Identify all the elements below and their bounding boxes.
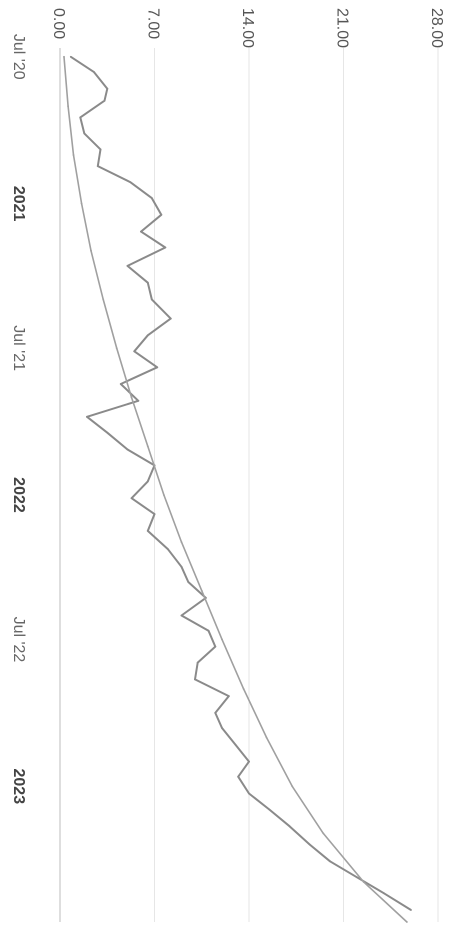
- series-0-point: [146, 281, 149, 284]
- series-1-point: [322, 832, 325, 835]
- series-1-point: [67, 105, 69, 108]
- series-0-point: [214, 712, 217, 714]
- series-0-point: [180, 614, 183, 617]
- series-1-point: [163, 494, 165, 496]
- series-line-1: [63, 56, 408, 923]
- series-0-point: [180, 565, 183, 568]
- series-0-point: [92, 71, 95, 73]
- series-0-point: [288, 825, 291, 828]
- series-0-point: [106, 431, 109, 434]
- series-0-point: [83, 132, 86, 135]
- series-0-point: [153, 513, 156, 515]
- x-tick-label: 2021: [10, 186, 27, 222]
- series-0-point: [137, 399, 140, 402]
- series-0-point: [164, 246, 167, 249]
- series-0-point: [383, 892, 385, 895]
- x-tick-label: 2022: [10, 477, 27, 513]
- series-0-point: [234, 743, 237, 746]
- series-0-point: [167, 548, 169, 551]
- series-0-point: [126, 265, 129, 267]
- series-0-point: [126, 448, 129, 451]
- series-0-point: [79, 116, 82, 119]
- y-axis-ticks: 0.00 7.00 14.00 21.00 28.00: [50, 8, 445, 48]
- x-tick-label: Jul '21: [10, 325, 27, 371]
- series-0-point: [86, 415, 88, 418]
- series-1-point: [406, 921, 408, 923]
- series-0-point: [96, 165, 99, 168]
- series-0-point: [248, 760, 250, 763]
- y-tick-label: 21.00: [334, 8, 351, 48]
- series-0-point: [133, 350, 136, 353]
- series-1-point: [115, 347, 118, 349]
- series-0-point: [268, 808, 271, 811]
- series-0-point: [169, 317, 172, 320]
- series-0-point: [150, 197, 153, 200]
- series-0-point: [146, 334, 149, 337]
- series-0-point: [103, 99, 106, 102]
- x-axis-ticks: Jul '20 2021 Jul '21 2022 Jul '22 2023: [10, 34, 27, 804]
- series-0-point: [106, 87, 109, 90]
- series-layer: [63, 55, 412, 923]
- series-0-point: [308, 843, 311, 846]
- series-1-point: [200, 589, 203, 592]
- series-0-point: [146, 530, 149, 532]
- series-0-point: [221, 727, 223, 729]
- series-1-point: [80, 202, 83, 205]
- series-1-point: [221, 638, 223, 641]
- x-tick-label: Jul '20: [10, 34, 27, 80]
- series-0-point: [150, 298, 153, 301]
- series-0-point: [160, 213, 163, 216]
- series-0-point: [410, 909, 412, 911]
- series-1-point: [90, 249, 92, 252]
- y-tick-label: 14.00: [239, 8, 256, 48]
- series-1-point: [362, 881, 365, 883]
- series-0-point: [130, 497, 133, 500]
- series-1-point: [72, 154, 75, 156]
- series-0-point: [356, 876, 358, 879]
- series-0-point: [99, 148, 102, 151]
- x-tick-label: 2023: [10, 769, 27, 805]
- series-line-0: [70, 55, 412, 911]
- series-1-point: [291, 785, 294, 788]
- series-0-point: [227, 695, 230, 697]
- y-tick-label: 28.00: [428, 8, 445, 48]
- grid-lines: [59, 48, 439, 922]
- series-0-point: [187, 581, 190, 583]
- series-1-point: [102, 298, 105, 301]
- series-1-point: [180, 541, 183, 543]
- series-1-point: [63, 55, 65, 58]
- series-0-point: [329, 860, 331, 863]
- series-0-point: [237, 775, 240, 778]
- y-tick-label: 0.00: [50, 8, 67, 39]
- x-tick-label: Jul '22: [10, 617, 27, 663]
- series-1-point: [242, 688, 245, 690]
- y-tick-label: 7.00: [145, 8, 162, 39]
- series-1-point: [130, 396, 133, 399]
- series-0-point: [207, 629, 210, 632]
- series-0-point: [146, 480, 149, 483]
- series-0-point: [214, 645, 217, 648]
- series-0-point: [248, 792, 250, 795]
- series-0-point: [196, 661, 199, 664]
- series-1-point: [146, 445, 149, 448]
- series-0-point: [194, 678, 196, 681]
- series-0-point: [156, 366, 159, 369]
- series-1-point: [265, 736, 268, 739]
- series-0-point: [129, 181, 132, 184]
- series-0-point: [69, 55, 72, 58]
- series-0-point: [119, 383, 122, 385]
- series-0-point: [140, 230, 142, 233]
